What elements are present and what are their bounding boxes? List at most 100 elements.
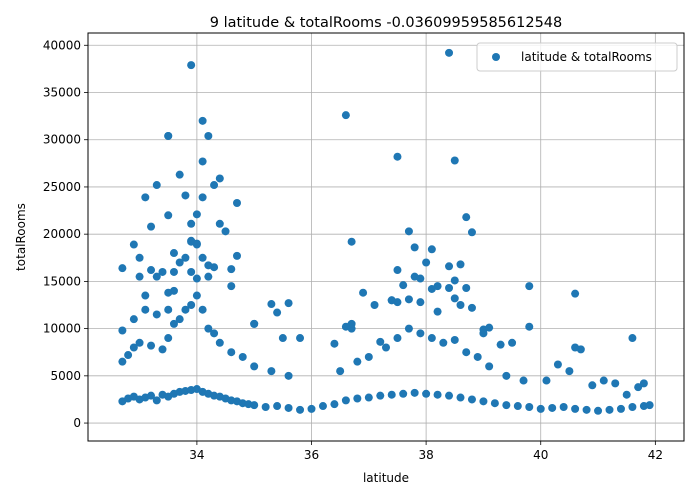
data-point	[169, 267, 178, 276]
data-point	[427, 245, 436, 254]
x-axis-ticks: 34 36 38 40 42	[189, 441, 663, 462]
data-point	[336, 367, 345, 376]
data-point	[118, 357, 127, 366]
data-point	[445, 391, 454, 400]
data-point	[141, 193, 150, 202]
data-point	[450, 335, 459, 344]
data-point	[341, 111, 350, 120]
data-point	[410, 388, 419, 397]
data-point	[181, 191, 190, 200]
y-tick-label: 40000	[43, 38, 81, 52]
data-point	[152, 181, 161, 190]
data-point	[467, 228, 476, 237]
data-point	[599, 376, 608, 385]
data-point	[462, 284, 471, 292]
data-point	[198, 253, 207, 262]
y-tick-label: 35000	[43, 86, 81, 100]
x-tick-label: 40	[533, 448, 548, 462]
y-axis-ticks: 0 5000 10000 15000 20000 25000 30000 35000 40000	[43, 38, 88, 430]
data-point	[571, 343, 580, 352]
y-tick-label: 5000	[50, 369, 81, 383]
data-point	[273, 308, 282, 317]
data-point	[227, 282, 236, 291]
data-point	[582, 405, 591, 414]
legend: latitude & totalRooms	[476, 42, 678, 72]
y-tick-label: 10000	[43, 322, 81, 336]
data-point	[490, 399, 499, 408]
data-point	[192, 291, 201, 300]
data-point	[462, 213, 471, 222]
data-point	[273, 402, 282, 411]
data-point	[467, 395, 476, 404]
data-point	[456, 260, 465, 269]
data-point	[588, 381, 597, 390]
data-point	[445, 284, 454, 292]
data-point	[525, 282, 534, 291]
data-point	[158, 345, 167, 354]
data-point	[284, 403, 293, 412]
data-point	[296, 405, 305, 414]
data-point	[238, 352, 247, 361]
data-point	[410, 243, 419, 252]
data-point	[502, 401, 511, 410]
data-point	[169, 319, 178, 328]
data-point	[169, 249, 178, 258]
data-point	[427, 334, 436, 343]
y-tick-label: 15000	[43, 274, 81, 288]
data-point	[611, 379, 620, 388]
x-tick-label: 36	[304, 448, 319, 462]
data-point	[204, 324, 213, 333]
data-point	[135, 272, 144, 281]
data-point	[450, 156, 459, 165]
data-point	[433, 390, 442, 399]
y-tick-label: 25000	[43, 180, 81, 194]
data-point	[376, 391, 385, 400]
data-point	[135, 338, 144, 347]
data-point	[456, 393, 465, 402]
data-point	[445, 262, 454, 271]
data-point	[135, 253, 144, 262]
data-point	[152, 310, 161, 319]
x-axis-label: latitude	[363, 471, 409, 485]
y-tick-label: 30000	[43, 133, 81, 147]
data-point	[548, 403, 557, 412]
data-point	[628, 403, 637, 411]
data-point	[210, 181, 219, 190]
data-point	[616, 404, 625, 413]
data-point	[187, 219, 196, 228]
data-point	[198, 305, 207, 314]
data-point	[422, 389, 431, 398]
data-point	[450, 294, 459, 303]
chart-title: 9 latitude & totalRooms -0.0360995958561…	[210, 15, 563, 31]
data-point	[404, 324, 413, 333]
data-point	[622, 390, 631, 399]
data-point	[284, 299, 293, 308]
data-point	[479, 397, 488, 406]
data-point	[187, 301, 196, 309]
data-point	[467, 303, 476, 312]
data-point	[152, 396, 161, 405]
data-point	[639, 379, 648, 388]
data-point	[204, 261, 213, 270]
data-point	[433, 307, 442, 316]
data-point	[164, 211, 173, 220]
data-point	[215, 219, 224, 228]
data-point	[416, 274, 425, 283]
data-point	[204, 131, 213, 140]
data-point	[594, 406, 603, 415]
data-point	[427, 284, 436, 293]
data-point	[456, 301, 465, 309]
data-point	[124, 351, 133, 360]
y-axis-label: totalRooms	[14, 203, 28, 271]
data-point	[210, 329, 219, 338]
data-point	[462, 348, 471, 357]
data-point	[227, 265, 236, 274]
data-point	[147, 341, 156, 350]
data-point	[175, 315, 184, 324]
data-point	[536, 404, 545, 413]
x-tick-label: 34	[189, 448, 204, 462]
x-tick-label: 38	[418, 448, 433, 462]
data-point	[261, 403, 270, 411]
data-point	[267, 300, 276, 309]
data-point	[628, 334, 637, 343]
